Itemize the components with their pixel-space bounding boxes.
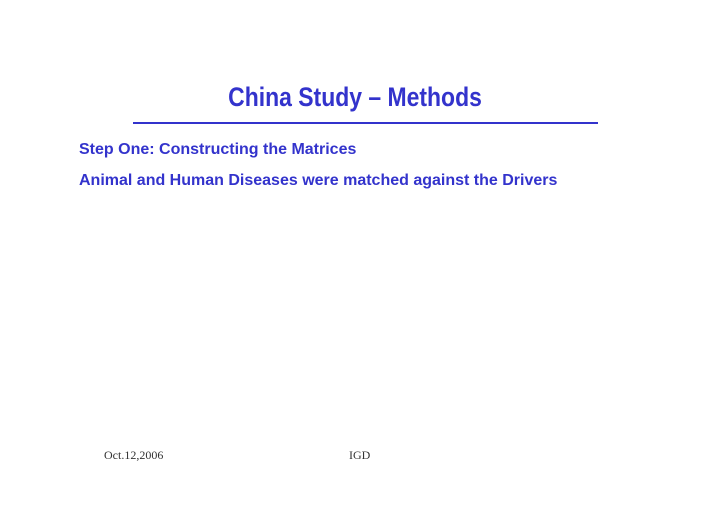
slide-title: China Study – Methods (228, 82, 482, 112)
footer-date: Oct.12,2006 (104, 448, 164, 462)
description-line: Animal and Human Diseases were matched a… (79, 172, 558, 189)
title-divider (133, 122, 598, 124)
step-line: Step One: Constructing the Matrices (79, 141, 357, 158)
footer-org: IGD (349, 448, 371, 462)
